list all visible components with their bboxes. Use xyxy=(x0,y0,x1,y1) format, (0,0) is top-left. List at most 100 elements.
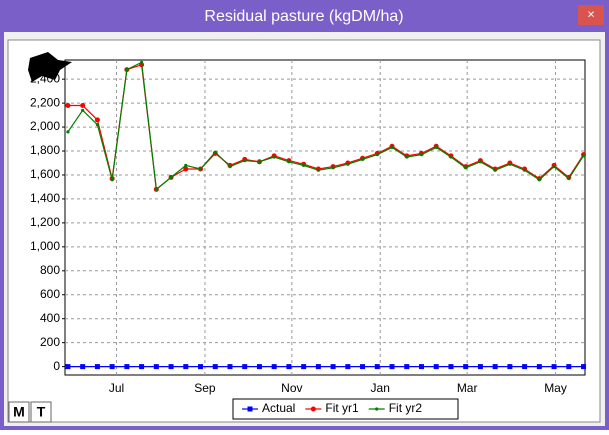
marker xyxy=(536,364,542,370)
plot-area xyxy=(64,59,586,376)
close-icon[interactable]: × xyxy=(587,6,595,21)
legend-items: Actual Fit yr1 Fit yr2 xyxy=(242,401,422,415)
marker xyxy=(183,364,189,370)
marker xyxy=(66,130,70,134)
x-tick-label: May xyxy=(544,381,567,395)
marker xyxy=(449,155,453,159)
marker xyxy=(286,364,292,370)
marker xyxy=(154,187,158,191)
marker xyxy=(183,166,189,172)
marker xyxy=(418,364,424,370)
marker xyxy=(448,364,454,370)
marker xyxy=(390,145,394,150)
m-button-label[interactable]: M xyxy=(13,404,25,420)
y-tick-label: 1,400 xyxy=(30,191,60,205)
x-tick-label: Nov xyxy=(281,381,302,395)
marker xyxy=(228,164,232,169)
y-tick-label: 800 xyxy=(40,263,60,277)
marker xyxy=(581,364,587,370)
legend-marker xyxy=(375,407,379,411)
legend-marker xyxy=(310,406,316,412)
legend-label: Fit yr2 xyxy=(389,401,423,415)
y-tick-label: 200 xyxy=(40,335,60,349)
marker xyxy=(433,364,439,370)
x-tick-label: Mar xyxy=(457,381,478,395)
marker xyxy=(567,176,571,181)
marker xyxy=(404,364,410,370)
marker xyxy=(256,364,262,370)
marker xyxy=(94,364,100,370)
marker xyxy=(315,364,321,370)
legend-label: Actual xyxy=(262,401,295,415)
t-button-label[interactable]: T xyxy=(37,404,46,420)
y-tick-label: 1,600 xyxy=(30,167,60,181)
marker xyxy=(493,168,497,172)
marker xyxy=(316,168,320,172)
y-tick-label: 1,800 xyxy=(30,143,60,157)
marker xyxy=(271,364,277,370)
marker xyxy=(374,364,380,370)
marker xyxy=(478,160,483,164)
t-button[interactable] xyxy=(30,401,52,423)
marker xyxy=(80,103,86,109)
series-line xyxy=(67,61,585,191)
marker xyxy=(153,364,159,370)
marker xyxy=(330,364,336,370)
marker xyxy=(537,178,541,182)
marker xyxy=(346,162,350,166)
marker xyxy=(243,159,247,163)
y-tick-label: 0 xyxy=(53,359,60,373)
marker xyxy=(375,153,379,157)
marker xyxy=(109,364,115,370)
y-tick-label: 400 xyxy=(40,311,60,325)
marker xyxy=(110,178,114,182)
marker xyxy=(95,123,100,127)
marker xyxy=(169,175,173,179)
legend-label: Fit yr1 xyxy=(325,401,359,415)
marker xyxy=(213,150,217,154)
marker xyxy=(287,160,291,164)
marker xyxy=(168,364,174,370)
x-tick-label: Sep xyxy=(194,381,216,395)
m-button[interactable] xyxy=(8,401,30,423)
marks: 0 200 400 600 800 1,000 1,200 1,400 1,600 1,800 2,… xyxy=(30,60,587,395)
marker xyxy=(508,162,512,166)
close-button[interactable] xyxy=(578,5,604,25)
marker xyxy=(419,153,424,157)
marker xyxy=(389,364,395,370)
marker xyxy=(301,364,307,370)
marker xyxy=(331,166,335,170)
y-tick-label: 600 xyxy=(40,287,60,301)
marker xyxy=(227,364,233,370)
marker xyxy=(523,168,527,172)
marker xyxy=(242,364,248,370)
marker xyxy=(212,364,218,370)
marker xyxy=(272,155,276,159)
marker xyxy=(522,364,528,370)
x-tick-label: Jul xyxy=(109,381,124,395)
marker xyxy=(302,163,306,167)
marker xyxy=(360,364,366,370)
marker xyxy=(507,364,513,370)
marker xyxy=(81,108,85,112)
marker xyxy=(125,67,129,72)
marker xyxy=(477,364,483,370)
legend xyxy=(232,398,459,420)
obscuring-blob xyxy=(28,52,72,82)
marker xyxy=(551,364,557,370)
marker xyxy=(552,164,556,169)
marker xyxy=(360,157,365,162)
marker xyxy=(405,155,409,159)
marker xyxy=(139,364,145,370)
marker xyxy=(464,166,468,170)
y-tick-label: 2,000 xyxy=(30,119,60,133)
marker xyxy=(124,364,130,370)
marker xyxy=(434,145,438,150)
marker xyxy=(257,160,262,164)
marker xyxy=(198,364,204,370)
marker xyxy=(198,167,203,171)
legend-marker xyxy=(247,406,253,412)
y-tick-label: 2,200 xyxy=(30,95,60,109)
marker xyxy=(65,364,71,370)
